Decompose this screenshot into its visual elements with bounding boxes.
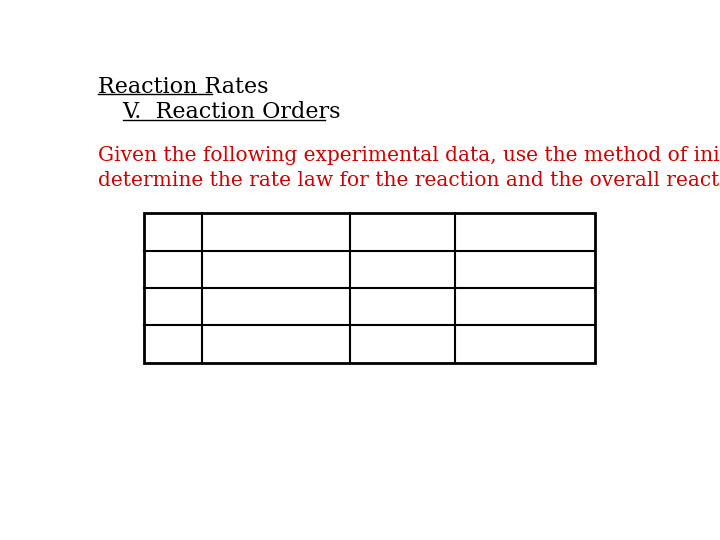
Bar: [144, 213, 595, 363]
Text: Reaction Rates: Reaction Rates: [98, 76, 269, 98]
Text: determine the rate law for the reaction and the overall reaction order.: determine the rate law for the reaction …: [98, 171, 720, 190]
Text: Given the following experimental data, use the method of initial rates to: Given the following experimental data, u…: [98, 146, 720, 165]
Text: V.  Reaction Orders: V. Reaction Orders: [122, 101, 341, 123]
